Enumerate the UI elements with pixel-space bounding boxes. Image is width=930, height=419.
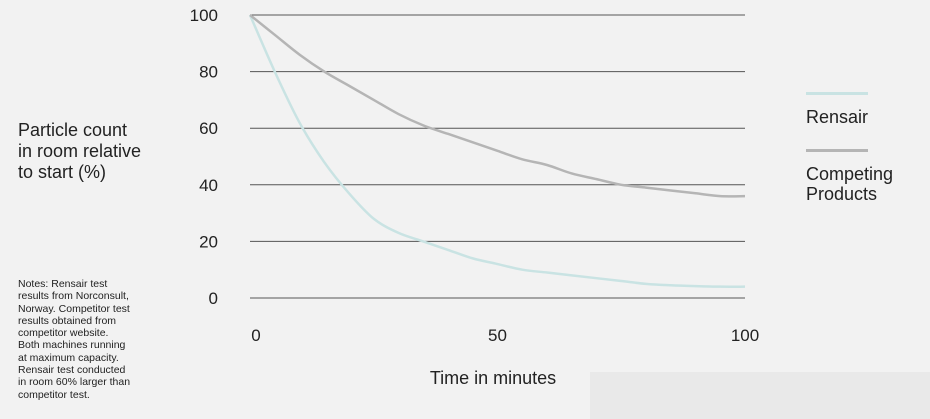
legend-item: Competing Products [806, 149, 926, 204]
legend-swatch [806, 149, 868, 152]
chart-notes: Notes: Rensair test results from Norcons… [18, 278, 131, 401]
y-tick-label: 40 [199, 176, 218, 195]
legend-swatch [806, 92, 868, 95]
legend: Rensair Competing Products [806, 92, 926, 226]
background-patch [590, 372, 930, 419]
legend-label: Rensair [806, 107, 869, 127]
x-tick-label: 0 [251, 326, 260, 345]
legend-item: Rensair [806, 92, 926, 127]
y-tick-label: 60 [199, 119, 218, 138]
y-tick-label: 100 [190, 6, 218, 25]
series-lines [248, 14, 746, 288]
series-line-1 [249, 14, 746, 198]
y-axis-label: Particle count in room relative to start… [18, 120, 142, 182]
y-tick-labels: 0 20 40 60 80 100 [190, 6, 218, 308]
x-tick-label: 50 [488, 326, 507, 345]
legend-label: Competing Products [806, 164, 894, 204]
x-axis-label: Time in minutes [430, 368, 556, 388]
y-tick-label: 20 [199, 232, 218, 251]
y-tick-label: 0 [209, 289, 218, 308]
y-tick-label: 80 [199, 63, 218, 82]
x-tick-labels: 0 50 100 [251, 326, 759, 345]
series-line-0 [248, 14, 746, 288]
grid-lines [250, 14, 745, 299]
x-tick-label: 100 [731, 326, 759, 345]
